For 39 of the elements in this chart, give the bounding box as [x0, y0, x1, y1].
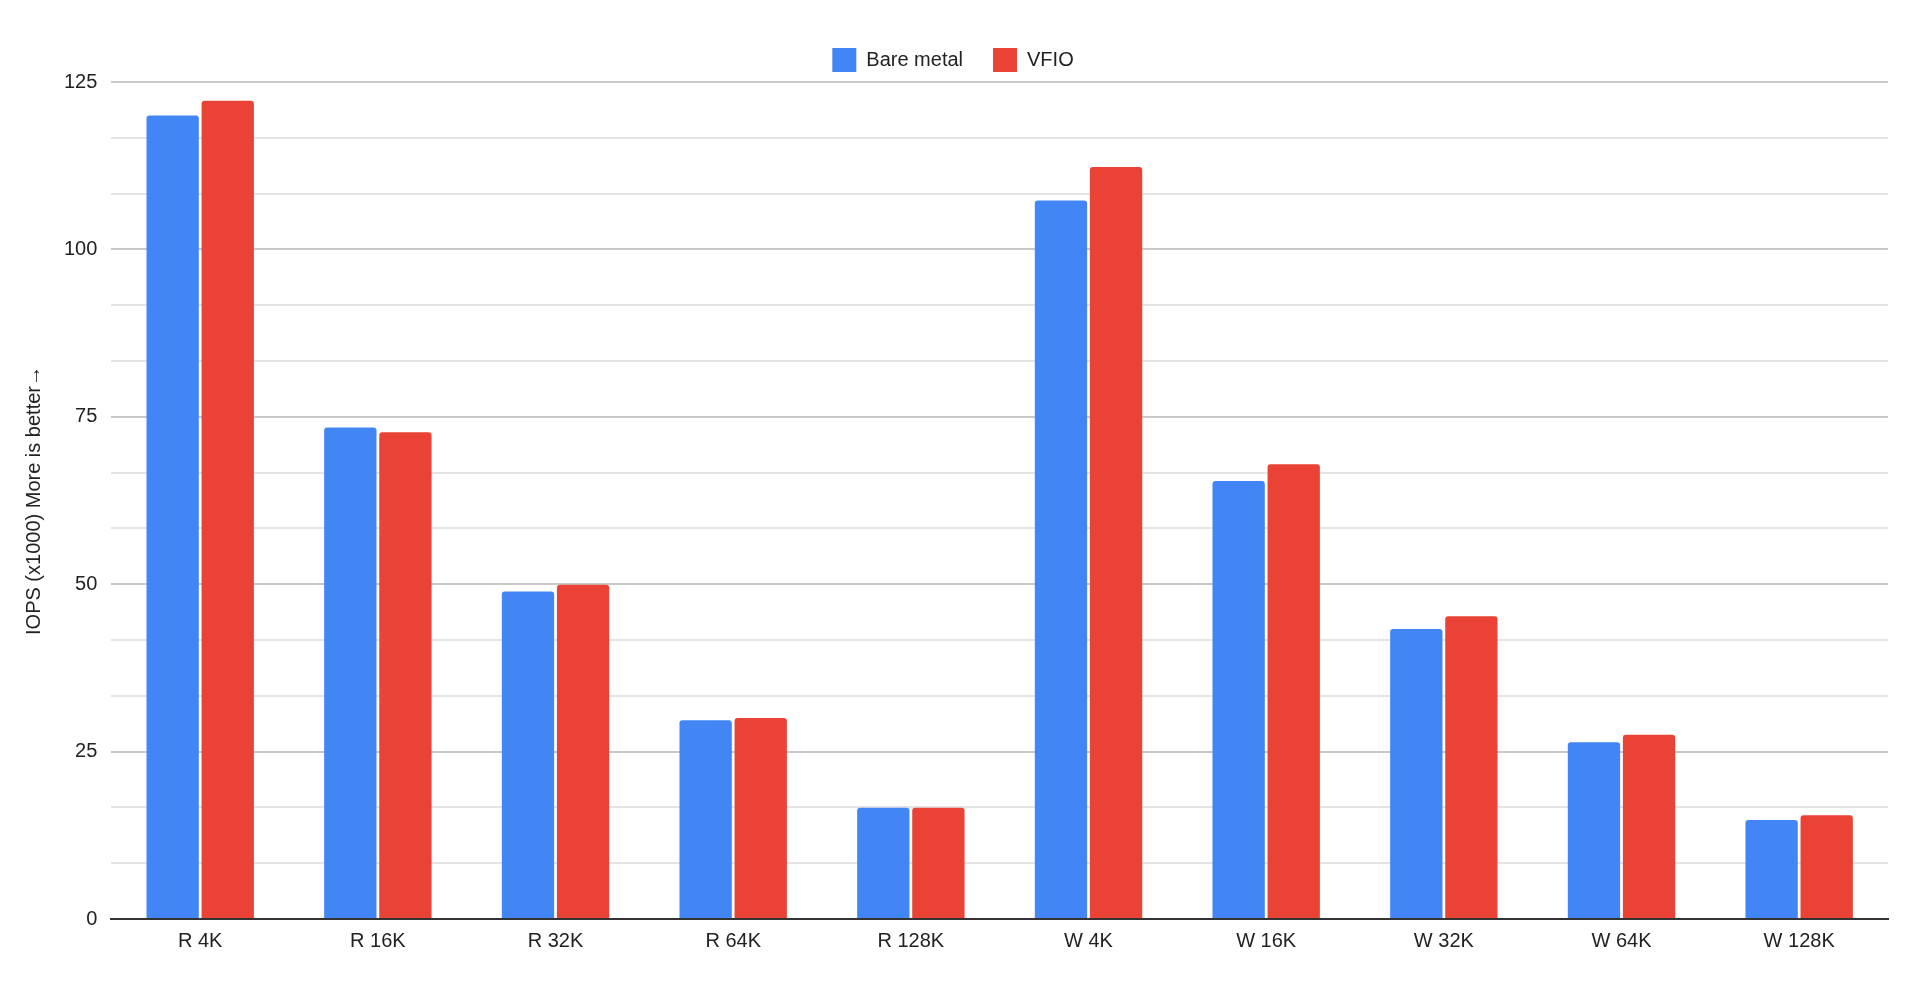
bar — [1034, 200, 1088, 918]
y-tick-label: 125 — [63, 69, 98, 92]
bar — [556, 584, 610, 918]
y-tick-label: 100 — [63, 236, 98, 259]
bar — [1445, 616, 1498, 918]
bar — [324, 427, 377, 918]
bar — [912, 807, 965, 918]
y-tick-label: 50 — [75, 571, 98, 594]
bar — [1745, 819, 1798, 918]
x-tick-label: R 128K — [877, 928, 945, 951]
x-tick-label: W 64K — [1591, 928, 1653, 951]
x-tick-label: R 4K — [177, 928, 224, 951]
bar — [1267, 464, 1320, 918]
x-tick-label: W 32K — [1413, 928, 1475, 951]
legend-label: Bare metal — [866, 47, 964, 70]
bar — [1212, 481, 1265, 918]
x-tick-label: W 4K — [1064, 928, 1114, 951]
bar — [501, 591, 555, 918]
y-tick-label: 75 — [75, 404, 98, 427]
bar — [857, 807, 910, 918]
x-tick-label: W 128K — [1763, 928, 1836, 951]
bar — [679, 720, 732, 918]
bar — [1622, 734, 1676, 918]
x-tick-label: R 64K — [705, 928, 762, 951]
y-tick-label: 25 — [75, 739, 98, 762]
bar — [1089, 167, 1143, 918]
bar — [1567, 742, 1621, 918]
y-tick-label: 0 — [86, 906, 98, 929]
bar — [146, 115, 199, 918]
bar — [1390, 629, 1443, 918]
x-tick-label: W 16K — [1236, 928, 1297, 951]
bar — [201, 100, 254, 918]
bar — [379, 432, 432, 918]
legend-label: VFIO — [1027, 47, 1074, 70]
y-axis-title: IOPS (x1000) More is better→ — [21, 366, 44, 635]
x-tick-label: R 16K — [350, 928, 407, 951]
bar — [734, 718, 787, 918]
x-tick-label: R 32K — [527, 928, 584, 951]
bar — [1800, 815, 1853, 918]
